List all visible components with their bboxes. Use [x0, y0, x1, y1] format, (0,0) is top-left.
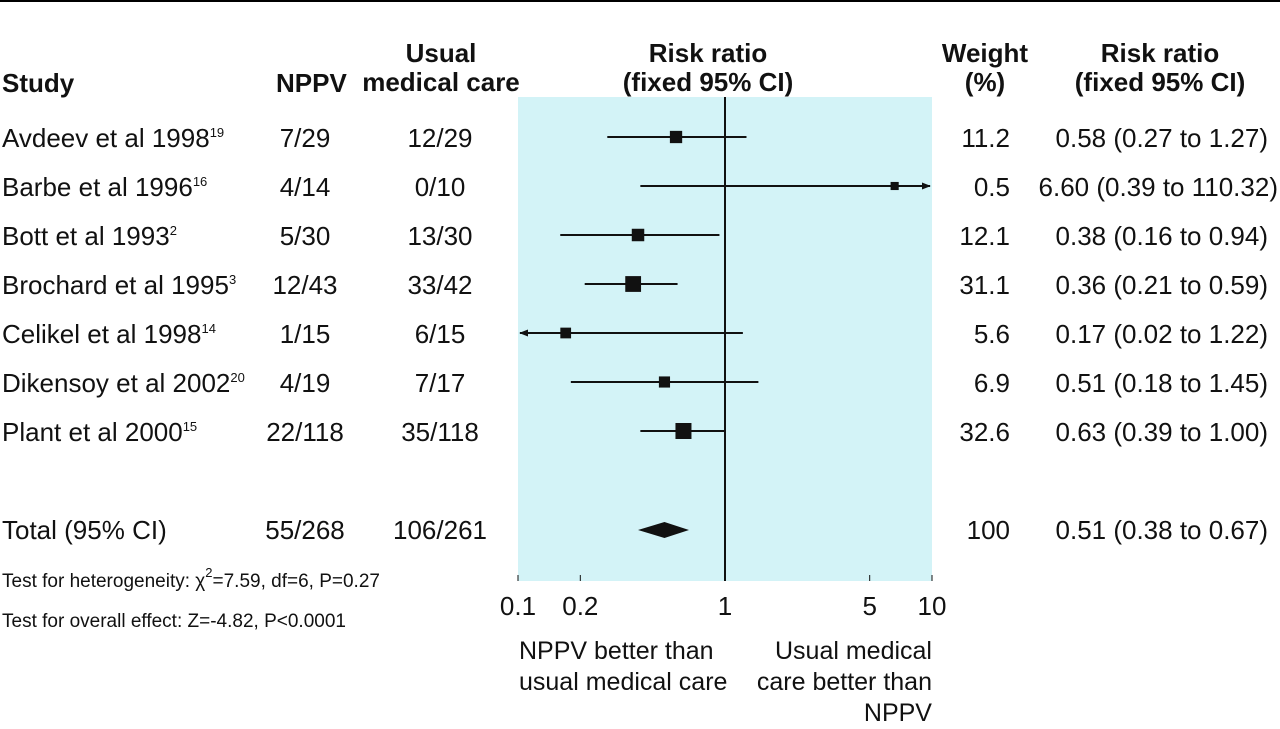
- heterogeneity-test: Test for heterogeneity: χ2=7.59, df=6, P…: [2, 565, 380, 592]
- point-estimate: [625, 276, 642, 292]
- header-weight: Weight (%): [935, 39, 1035, 97]
- study-ref: 15: [182, 419, 198, 434]
- study-name: Plant et al 200015: [2, 417, 198, 447]
- study-ref: 14: [201, 321, 216, 336]
- header-weight-line2: (%): [964, 67, 1006, 97]
- top-rule: [0, 0, 1280, 2]
- study-usual: 0/10: [414, 172, 466, 202]
- x-tick-label: 0.2: [562, 591, 598, 621]
- study-name: Barbe et al 199616: [2, 172, 208, 202]
- point-estimate: [890, 181, 899, 191]
- study-name: Celikel et al 199814: [2, 319, 216, 349]
- x-tick-label: 10: [918, 591, 947, 621]
- point-estimate: [560, 327, 572, 339]
- overall-effect-test: Test for overall effect: Z=-4.82, P<0.00…: [2, 611, 346, 632]
- x-tick-label: 0.1: [500, 591, 536, 621]
- total-usual: 106/261: [393, 515, 487, 545]
- study-name: Dikensoy et al 200220: [2, 368, 245, 398]
- point-estimate: [631, 228, 645, 242]
- study-risk-ratio: 0.38 (0.16 to 0.94): [1055, 221, 1268, 251]
- total-label: Total (95% CI): [2, 515, 167, 545]
- header-study: Study: [2, 68, 75, 98]
- header-weight-line1: Weight: [941, 38, 1029, 68]
- study-weight: 31.1: [959, 270, 1010, 300]
- header-risk-ratio-plot: Risk ratio (fixed 95% CI): [598, 39, 818, 97]
- study-nppv: 5/30: [279, 221, 331, 251]
- study-usual: 7/17: [414, 368, 466, 398]
- header-risk-ratio-text: Risk ratio (fixed 95% CI): [1060, 39, 1260, 97]
- header-usual-line1: Usual: [405, 38, 477, 68]
- study-weight: 6.9: [973, 368, 1010, 398]
- point-estimate: [675, 423, 692, 439]
- study-name: Bott et al 19932: [2, 221, 177, 251]
- x-tick-label: 1: [718, 591, 732, 621]
- study-risk-ratio: 0.36 (0.21 to 0.59): [1055, 270, 1268, 300]
- header-nppv: NPPV: [276, 68, 347, 98]
- study-ref: 3: [228, 272, 237, 287]
- study-usual: 33/42: [407, 270, 473, 300]
- header-rr-text-line2: (fixed 95% CI): [1074, 67, 1246, 97]
- favours-nppv-label: NPPV better than usual medical care: [519, 637, 728, 696]
- study-ref: 19: [209, 125, 225, 140]
- study-usual: 6/15: [414, 319, 466, 349]
- study-weight: 0.5: [973, 172, 1010, 202]
- study-weight: 5.6: [973, 319, 1010, 349]
- study-weight: 11.2: [961, 123, 1010, 153]
- study-risk-ratio: 0.17 (0.02 to 1.22): [1055, 319, 1268, 349]
- study-ref: 16: [192, 174, 208, 189]
- header-rr-text-line1: Risk ratio: [1100, 38, 1220, 68]
- total-risk-ratio: 0.51 (0.38 to 0.67): [1055, 515, 1268, 545]
- study-risk-ratio: 6.60 (0.39 to 110.32): [1038, 172, 1278, 202]
- study-nppv: 12/43: [272, 270, 338, 300]
- study-ref: 20: [230, 370, 245, 385]
- study-name: Avdeev et al 199819: [2, 123, 225, 153]
- point-estimate: [658, 376, 671, 388]
- total-nppv: 55/268: [265, 515, 345, 545]
- x-tick-label: 5: [862, 591, 876, 621]
- study-usual: 35/118: [401, 417, 479, 447]
- header-usual-care: Usual medical care: [362, 39, 520, 97]
- header-usual-line2: medical care: [362, 67, 520, 97]
- study-weight: 12.1: [959, 221, 1010, 251]
- study-nppv: 4/19: [279, 368, 331, 398]
- study-usual: 12/29: [407, 123, 473, 153]
- pooled-diamond: [638, 522, 689, 538]
- header-rr-plot-line2: (fixed 95% CI): [622, 67, 794, 97]
- study-nppv: 1/15: [279, 319, 331, 349]
- study-nppv: 22/118: [266, 417, 344, 447]
- study-nppv: 7/29: [279, 123, 331, 153]
- study-risk-ratio: 0.58 (0.27 to 1.27): [1055, 123, 1268, 153]
- total-weight: 100: [966, 515, 1010, 545]
- study-name: Brochard et al 19953: [2, 270, 237, 300]
- study-nppv: 4/14: [279, 172, 331, 202]
- header-rr-plot-line1: Risk ratio: [648, 38, 768, 68]
- study-risk-ratio: 0.51 (0.18 to 1.45): [1055, 368, 1268, 398]
- study-risk-ratio: 0.63 (0.39 to 1.00): [1055, 417, 1268, 447]
- point-estimate: [669, 130, 683, 144]
- study-weight: 32.6: [959, 417, 1010, 447]
- study-ref: 2: [169, 223, 177, 238]
- study-usual: 13/30: [407, 221, 473, 251]
- favours-usual-care-label: Usual medical care better than NPPV: [756, 637, 932, 727]
